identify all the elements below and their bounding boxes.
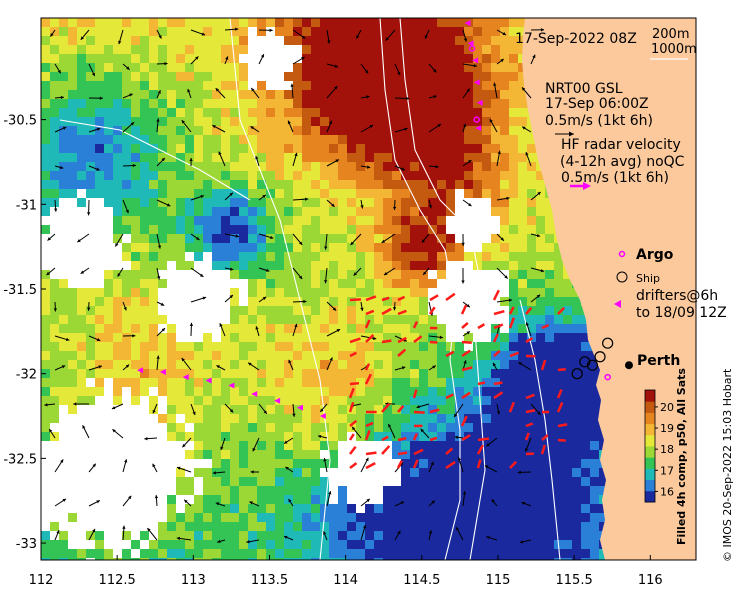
x-axis-ticks: 112 112.5 113 113.5 114 114.5 115 115.5 116: [29, 555, 663, 588]
argo-legend-label: Argo: [636, 247, 674, 263]
x-tick-label: 113: [181, 573, 206, 588]
ship-position: [571, 368, 583, 380]
y-tick-label: -31.5: [3, 283, 37, 298]
drifter-point: [251, 391, 258, 398]
y-tick-label: -31: [16, 198, 37, 213]
perth-label: Perth: [637, 353, 680, 369]
colorbar-tick-label: 16: [660, 485, 674, 498]
radar-subtitle: (4-12h avg) noQC: [560, 154, 685, 170]
model-current-arrows: [44, 27, 545, 544]
ship-legend-marker: [616, 271, 628, 283]
colorbar-tick-label: 18: [660, 443, 674, 456]
argo-float: [468, 45, 476, 52]
drifter-legend-marker: [614, 300, 621, 308]
model-time: 17-Sep 06:00Z: [545, 96, 649, 112]
argo-float: [604, 373, 611, 381]
drifter-point: [473, 79, 480, 86]
credit-text: © IMOS 20-Sep-2022 15:03 Hobart: [721, 368, 734, 562]
y-tick-label: -32.5: [3, 452, 37, 467]
perth-marker: [624, 361, 633, 370]
drifter-point: [475, 125, 482, 132]
argo-legend-marker: [618, 250, 626, 258]
ship-position: [594, 351, 606, 363]
drifters-legend-line1: drifters@6h: [636, 288, 718, 304]
model-scale-arrow: [555, 131, 574, 137]
model-title: NRT00 GSL: [545, 81, 623, 97]
datetime-title: 17-Sep-2022 08Z: [515, 31, 637, 47]
drifter-point: [472, 57, 479, 64]
y-tick-label: -30.5: [3, 114, 37, 129]
drifter-point: [274, 397, 281, 404]
argo-float: [473, 116, 480, 123]
drifter-point: [467, 40, 474, 47]
drifter-point: [464, 20, 471, 27]
colorbar-tick-label: 19: [660, 422, 674, 435]
y-axis-ticks: -30.5 -31 -31.5 -32 -32.5 -33: [3, 114, 46, 552]
argo-floats: [468, 45, 611, 381]
hf-radar-arrows: [348, 289, 568, 470]
drifter-track: [137, 20, 483, 420]
ship-position: [586, 359, 599, 371]
x-tick-label: 114.5: [403, 573, 440, 588]
depth-1000m-label: 1000m: [651, 42, 697, 57]
ship-position: [579, 356, 591, 368]
y-tick-label: -32: [16, 368, 37, 383]
bathymetry-contours: [59, 18, 561, 560]
drifter-point: [182, 374, 189, 381]
depth-200m-label: 200m: [652, 27, 689, 42]
drifter-point: [228, 382, 235, 389]
drifters-legend-line2: to 18/09 12Z: [636, 305, 727, 321]
x-tick-label: 112.5: [99, 573, 136, 588]
ship-legend-label: Ship: [636, 272, 660, 285]
ship-position: [602, 337, 614, 349]
x-tick-label: 115.5: [556, 573, 593, 588]
x-tick-label: 115: [486, 573, 511, 588]
radar-scale: 0.5m/s (1kt 6h): [561, 170, 669, 186]
colorbar-tick-label: 20: [660, 401, 674, 414]
drifter-point: [476, 99, 483, 106]
colorbar: 20 19 18 17 16: [644, 389, 674, 503]
colorbar-tick-label: 17: [660, 464, 674, 477]
x-tick-label: 116: [638, 573, 663, 588]
plot-area: [41, 18, 696, 560]
drifter-point: [137, 367, 144, 374]
drifter-point: [319, 413, 326, 420]
radar-scale-arrow: [570, 182, 591, 190]
model-scale: 0.5m/s (1kt 6h): [545, 113, 653, 129]
drifter-point: [159, 368, 166, 375]
x-tick-label: 114: [333, 573, 358, 588]
x-tick-label: 112: [29, 573, 54, 588]
drifter-point: [296, 404, 303, 411]
radar-title: HF radar velocity: [561, 137, 681, 153]
y-tick-label: -33: [16, 537, 37, 552]
x-tick-label: 113.5: [251, 573, 288, 588]
colorbar-title: Filled 4h comp, p50, All Sats: [675, 368, 688, 545]
ship-positions: [571, 337, 614, 380]
drifter-point: [205, 377, 212, 384]
